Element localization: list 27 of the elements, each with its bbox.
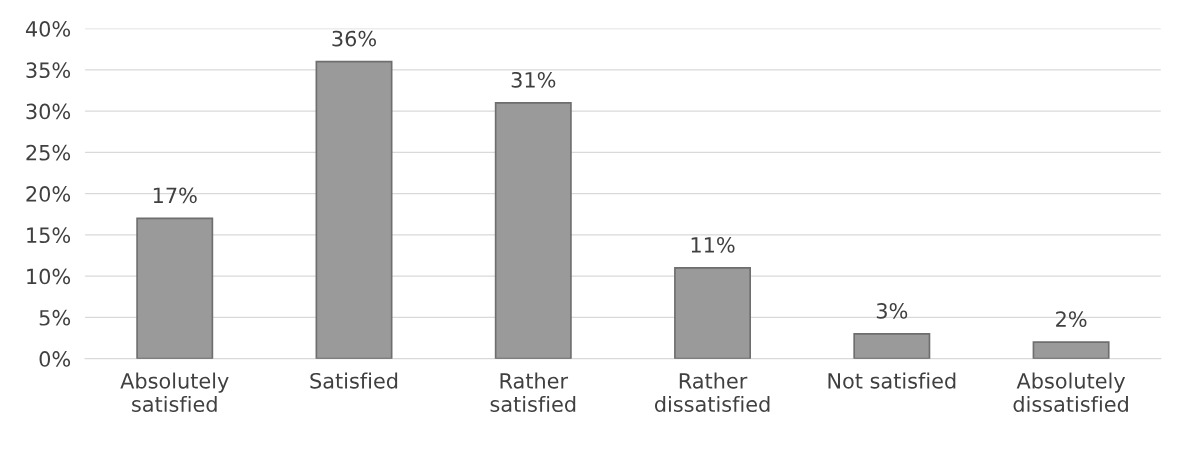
x-tick-label: Rather satisfied [490, 372, 576, 412]
y-tick-label: 30% [26, 103, 71, 120]
y-tick-label: 5% [39, 309, 71, 326]
data-label: 17% [153, 187, 197, 204]
data-label: 36% [332, 30, 377, 47]
y-tick-label: 25% [26, 144, 71, 161]
y-tick-label: 10% [27, 268, 71, 285]
bar [674, 267, 752, 359]
y-tick-label: 0% [39, 351, 71, 367]
x-tick-label: Not satisfied [828, 372, 956, 389]
x-tick-label: Satisfied [310, 372, 398, 389]
y-tick-label: 20% [26, 186, 71, 202]
data-label: 11% [691, 236, 735, 253]
x-tick-label: Rather dissatisfied [654, 372, 770, 412]
data-label: 2% [1056, 311, 1087, 328]
y-tick-label: 40% [25, 21, 71, 37]
bar [1032, 341, 1110, 359]
bar [853, 333, 931, 359]
y-tick-label: 35% [26, 62, 71, 79]
x-tick-label: Absolutely dissatisfied [1013, 372, 1128, 412]
bar [494, 102, 572, 359]
y-tick-label: 15% [27, 227, 71, 244]
x-tick-label: Absolutely satisfied [120, 372, 229, 412]
data-label: 3% [876, 303, 908, 319]
data-label: 31% [511, 71, 556, 88]
bar [136, 217, 214, 359]
bar [315, 60, 393, 359]
